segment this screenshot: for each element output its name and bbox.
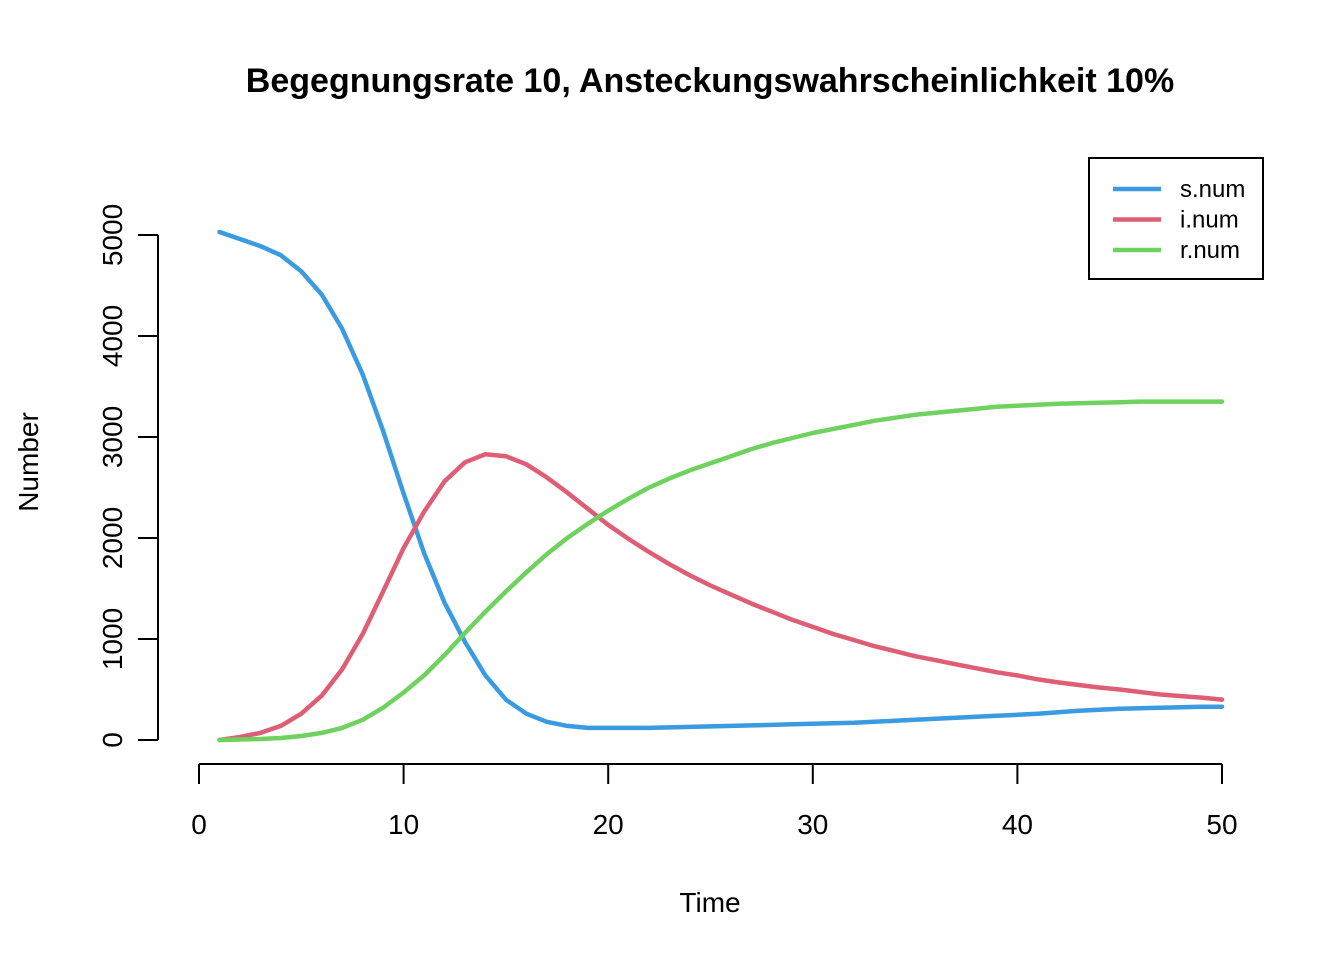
y-axis: 0 1000 2000 3000 4000 5000 (97, 204, 159, 748)
y-tick-label: 5000 (97, 204, 128, 266)
x-tick-label: 10 (388, 809, 419, 840)
legend: s.num i.num r.num (1088, 157, 1264, 280)
legend-label: r.num (1180, 237, 1240, 264)
x-axis: 0 10 20 30 40 50 (191, 763, 1238, 840)
x-tick-label: 20 (593, 809, 624, 840)
series-line-s-num (217, 229, 1225, 731)
series-line-r-num (217, 399, 1225, 743)
y-tick-label: 3000 (97, 406, 128, 468)
x-tick-label: 50 (1206, 809, 1237, 840)
legend-label: s.num (1180, 176, 1245, 203)
y-tick-label: 2000 (97, 507, 128, 569)
plot-lines (217, 229, 1225, 743)
y-tick-label: 1000 (97, 608, 128, 670)
x-tick-label: 0 (191, 809, 207, 840)
legend-label: i.num (1180, 207, 1239, 234)
chart-title: Begegnungsrate 10, Ansteckungswahrschein… (246, 62, 1174, 100)
x-tick-label: 40 (1002, 809, 1033, 840)
y-tick-label: 0 (97, 732, 128, 748)
x-axis-label: Time (679, 887, 740, 918)
y-axis-label: Number (13, 412, 44, 512)
y-tick-label: 4000 (97, 305, 128, 367)
x-tick-label: 30 (797, 809, 828, 840)
series-line-i-num (217, 451, 1225, 743)
